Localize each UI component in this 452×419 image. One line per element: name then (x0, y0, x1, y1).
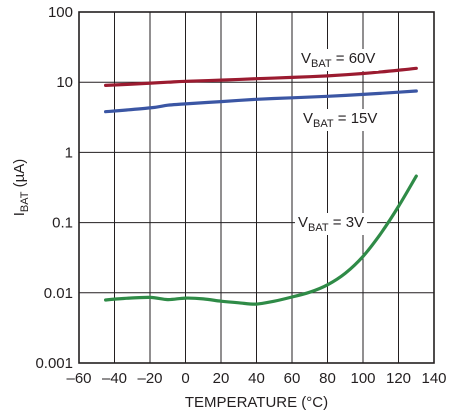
grid (79, 12, 434, 363)
series-label-3v: VBAT = 3V (298, 214, 364, 234)
plot-frame (78, 11, 435, 364)
series-label-15v: VBAT = 15V (303, 110, 377, 130)
y-tick-label: 0.01 (44, 285, 73, 302)
y-tick-label: 0.1 (52, 215, 73, 232)
y-axis-title-unit: (µA) (11, 159, 28, 192)
y-axis-title-sub: BAT (19, 191, 31, 212)
x-tick-label: 140 (421, 370, 446, 387)
y-tick-label: 1 (65, 144, 73, 161)
x-tick-label: 20 (213, 370, 230, 387)
series-label-60v: VBAT = 60V (301, 50, 375, 70)
y-tick-label: 100 (48, 4, 73, 21)
x-tick-label: –20 (137, 370, 162, 387)
x-tick-label: 40 (248, 370, 265, 387)
y-tick-label: 0.001 (35, 355, 73, 372)
x-tick-label: 100 (350, 370, 375, 387)
y-tick-label: 10 (56, 74, 73, 91)
x-tick-label: 80 (319, 370, 336, 387)
x-tick-label: 120 (386, 370, 411, 387)
y-axis-title-main: I (11, 212, 28, 216)
y-axis-title: IBAT (µA) (11, 159, 31, 217)
series-line-3v (104, 174, 418, 306)
series-line-60v (104, 66, 418, 87)
annotation-series-15v: VBAT = 15V (300, 109, 381, 131)
series-lines (104, 66, 418, 306)
x-tick-label: 0 (181, 370, 189, 387)
annotation-series-60v: VBAT = 60V (298, 49, 379, 71)
y-tick-labels: 0.001 0.01 0.1 1 10 100 (35, 4, 73, 372)
x-tick-label: 60 (284, 370, 301, 387)
x-tick-labels: –60 –40 –20 0 20 40 60 80 100 120 140 (66, 370, 446, 387)
annotation-series-3v: VBAT = 3V (295, 213, 368, 235)
x-tick-label: –40 (102, 370, 127, 387)
x-axis-title: TEMPERATURE (°C) (185, 394, 328, 411)
x-tick-label: –60 (66, 370, 91, 387)
series-line-15v (104, 89, 418, 114)
